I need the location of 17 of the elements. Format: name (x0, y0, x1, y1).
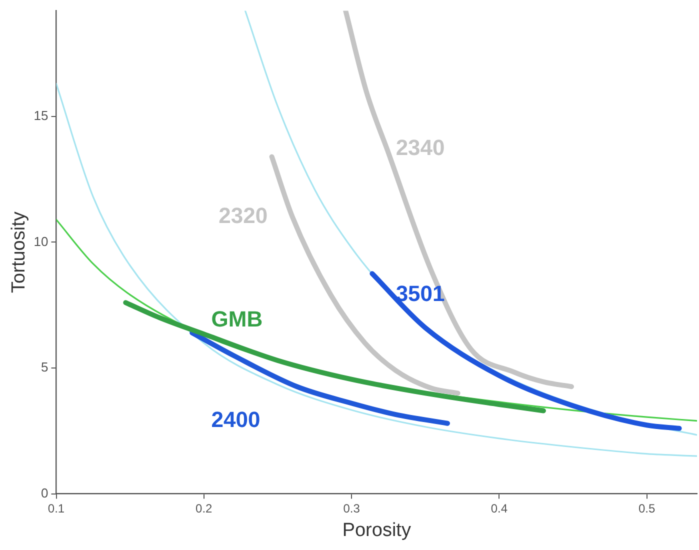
series-label: 2340 (396, 135, 445, 160)
y-tick-label: 10 (34, 234, 48, 249)
series-label: 2320 (218, 203, 268, 228)
x-tick-label: 0.2 (196, 501, 213, 516)
y-tick-label: 5 (41, 360, 48, 375)
y-tick-label: 15 (34, 108, 48, 124)
x-tick-label: 0.1 (48, 501, 65, 516)
series-label: GMB (211, 306, 263, 332)
line-series (56, 82, 697, 457)
x-tick-label: 0.4 (490, 501, 508, 516)
x-tick-label: 0.3 (343, 501, 360, 516)
series-label: 3501 (396, 281, 445, 306)
y-axis-title: Tortuosity (8, 211, 30, 293)
x-tick-label: 0.5 (638, 501, 656, 516)
series-label: 2400 (211, 406, 260, 432)
y-tick-label: 0 (41, 485, 48, 500)
x-axis-title: Porosity (342, 520, 412, 541)
